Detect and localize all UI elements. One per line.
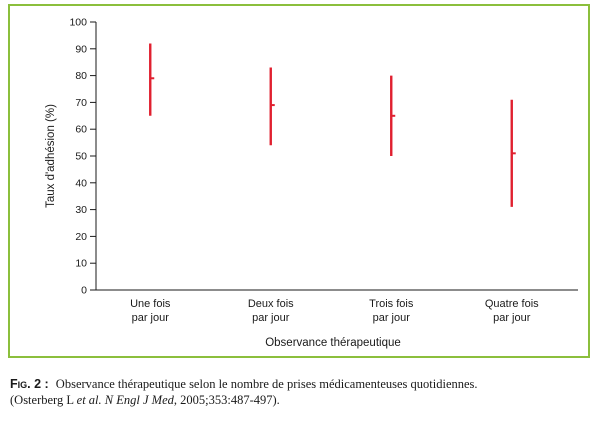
x-category-label-3-line1: Trois fois bbox=[369, 298, 414, 310]
y-tick-label-10: 10 bbox=[75, 258, 87, 270]
x-category-label-2-line2: par jour bbox=[252, 312, 290, 324]
figure-caption: Fig. 2 : Observance thérapeutique selon … bbox=[10, 376, 588, 408]
x-axis-title: Observance thérapeutique bbox=[265, 337, 401, 349]
reference-etal: et al. bbox=[76, 393, 102, 407]
y-tick-label-80: 80 bbox=[75, 70, 87, 82]
y-tick-label-0: 0 bbox=[81, 285, 87, 297]
x-category-label-1-line1: Une fois bbox=[130, 298, 171, 310]
reference-journal: N Engl J Med bbox=[101, 393, 174, 407]
range-chart: 0 10 20 30 40 50 60 70 80 90 100 Taux d'adhésion (%… bbox=[45, 17, 578, 349]
x-category-label-4-line2: par jour bbox=[493, 312, 531, 324]
y-tick-label-30: 30 bbox=[75, 204, 87, 216]
y-tick-label-70: 70 bbox=[75, 97, 87, 109]
reference-details: , 2005;353:487-497). bbox=[173, 393, 280, 407]
figure-label: Fig. 2 : bbox=[10, 377, 49, 391]
y-tick-label-50: 50 bbox=[75, 151, 87, 163]
x-category-label-3-line2: par jour bbox=[373, 312, 411, 324]
caption-reference: (Osterberg L et al. N Engl J Med, 2005;3… bbox=[10, 392, 588, 408]
y-tick-label-20: 20 bbox=[75, 231, 87, 243]
caption-text: Observance thérapeutique selon le nombre… bbox=[55, 377, 478, 391]
reference-author: (Osterberg L bbox=[10, 393, 77, 407]
x-category-label-4-line1: Quatre fois bbox=[485, 298, 539, 310]
x-category-label-1-line2: par jour bbox=[132, 312, 170, 324]
x-category-label-2-line1: Deux fois bbox=[248, 298, 294, 310]
y-tick-label-90: 90 bbox=[75, 43, 87, 55]
y-axis-title: Taux d'adhésion (%) bbox=[45, 104, 57, 208]
y-tick-label-60: 60 bbox=[75, 124, 87, 136]
y-tick-label-40: 40 bbox=[75, 177, 87, 189]
y-tick-label-100: 100 bbox=[69, 17, 87, 29]
chart-frame: 0 10 20 30 40 50 60 70 80 90 100 Taux d'adhésion (%… bbox=[8, 4, 590, 358]
